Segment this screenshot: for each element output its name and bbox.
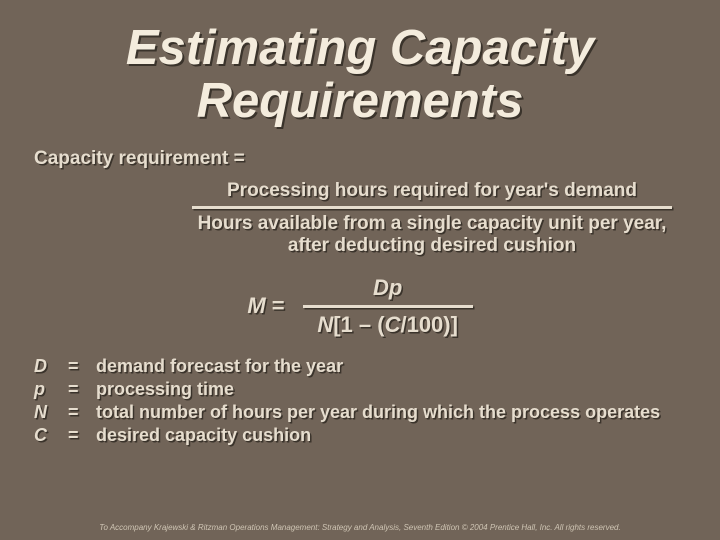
formula-lhs: M = bbox=[247, 293, 284, 319]
word-fraction: Processing hours required for year's dem… bbox=[192, 180, 688, 257]
def-text-C: desired capacity cushion bbox=[96, 425, 688, 446]
formula-line bbox=[303, 305, 473, 308]
def-sym-p: p bbox=[34, 379, 58, 400]
def-sym-C: C bbox=[34, 425, 58, 446]
capacity-requirement-label: Capacity requirement = bbox=[34, 148, 688, 170]
word-fraction-numerator: Processing hours required for year's dem… bbox=[192, 180, 672, 202]
def-eq: = bbox=[68, 425, 86, 446]
def-eq: = bbox=[68, 402, 86, 423]
def-text-D: demand forecast for the year bbox=[96, 356, 688, 377]
def-sym-N: N bbox=[34, 402, 58, 423]
word-fraction-line bbox=[192, 206, 672, 209]
def-text-N: total number of hours per year during wh… bbox=[96, 402, 688, 423]
formula-block: M = Dp N[1 – (C/100)] bbox=[32, 275, 688, 338]
word-fraction-denominator: Hours available from a single capacity u… bbox=[192, 213, 672, 257]
footer-text: To Accompany Krajewski & Ritzman Operati… bbox=[0, 523, 720, 532]
def-text-p: processing time bbox=[96, 379, 688, 400]
formula-fraction: Dp N[1 – (C/100)] bbox=[303, 275, 473, 338]
slide: Estimating Capacity Requirements Capacit… bbox=[0, 0, 720, 540]
def-eq: = bbox=[68, 379, 86, 400]
def-eq: = bbox=[68, 356, 86, 377]
formula-denominator: N[1 – (C/100)] bbox=[303, 312, 473, 338]
formula-numerator: Dp bbox=[303, 275, 473, 301]
definitions-list: D = demand forecast for the year p = pro… bbox=[34, 356, 688, 446]
def-sym-D: D bbox=[34, 356, 58, 377]
slide-title: Estimating Capacity Requirements bbox=[32, 22, 688, 128]
